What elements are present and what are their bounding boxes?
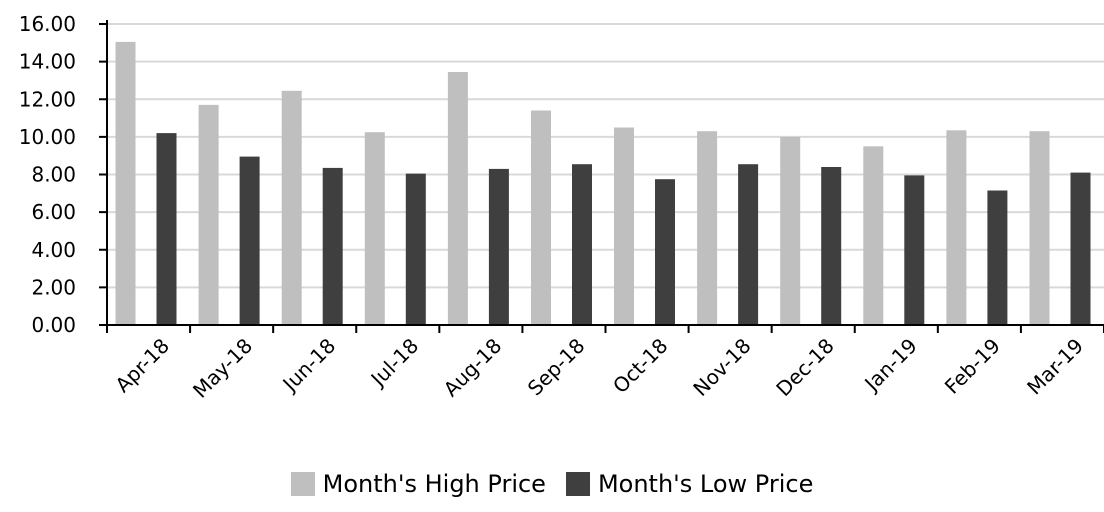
bar-low-price: [322, 167, 343, 325]
y-tick-label: 16.00: [19, 12, 76, 36]
x-tick-label: Aug-18: [439, 334, 507, 402]
y-tick-label: 2.00: [31, 275, 76, 299]
bar-high-price: [281, 90, 302, 325]
bar-low-price: [904, 175, 925, 325]
x-tick-label: Nov-18: [688, 334, 755, 401]
x-tick-label: Jan-19: [859, 334, 922, 397]
x-tick-label: Jun-18: [277, 334, 341, 398]
legend-item-low: Month's Low Price: [565, 470, 814, 498]
bar-high-price: [364, 132, 385, 325]
legend-item-high: Month's High Price: [290, 470, 546, 498]
bar-high-price: [946, 130, 967, 325]
bars: [115, 41, 1091, 326]
y-tick-labels: 0.00 2.00 4.00 6.00 8.00 10.00 12.00 14.00 16.00: [19, 12, 76, 337]
legend: Month's High Price Month's Low Price: [0, 470, 1104, 498]
bar-low-price: [405, 173, 426, 325]
legend-swatch-high: [290, 472, 315, 496]
y-tick-label: 14.00: [19, 50, 76, 74]
legend-label-high: Month's High Price: [322, 470, 546, 498]
x-tick-label: May-18: [188, 334, 257, 403]
y-tick-label: 6.00: [31, 200, 76, 224]
bar-low-price: [488, 168, 509, 325]
x-tick-label: Apr-18: [110, 334, 174, 398]
bar-low-price: [1070, 172, 1091, 325]
bar-high-price: [1029, 131, 1050, 325]
bar-low-price: [738, 164, 759, 325]
bar-low-price: [821, 167, 842, 325]
bar-high-price: [198, 104, 219, 326]
y-tick-label: 0.00: [31, 313, 76, 337]
x-tick-label: Feb-19: [940, 334, 1005, 399]
y-tick-label: 10.00: [19, 125, 76, 149]
bar-high-price: [531, 110, 551, 325]
bar-low-price: [572, 164, 592, 325]
bar-high-price: [863, 146, 884, 325]
axes: [106, 20, 1104, 333]
bar-low-price: [239, 156, 260, 325]
x-tick-label: Oct-18: [608, 334, 673, 399]
bar-high-price: [447, 72, 468, 325]
bar-high-price: [614, 127, 634, 325]
legend-label-low: Month's Low Price: [597, 470, 814, 498]
gridlines: [99, 23, 1104, 326]
y-tick-label: 12.00: [19, 87, 76, 111]
y-tick-label: 8.00: [31, 163, 76, 187]
bar-high-price: [697, 131, 718, 325]
bar-low-price: [987, 190, 1008, 325]
x-tick-label: Mar-19: [1022, 334, 1088, 400]
x-tick-labels: Apr-18 May-18 Jun-18 Jul-18 Aug-18 Sep-18 Oct-…: [110, 334, 1088, 403]
bar-high-price: [115, 41, 136, 326]
x-tick-label: Sep-18: [523, 334, 590, 401]
bar-chart: 0.00 2.00 4.00 6.00 8.00 10.00 12.00 14.00 16.00…: [19, 12, 1104, 403]
bar-low-price: [655, 179, 675, 325]
y-tick-label: 4.00: [31, 238, 76, 262]
legend-swatch-low: [565, 472, 590, 496]
x-tick-label: Jul-18: [365, 334, 424, 393]
x-tick-label: Dec-18: [771, 334, 838, 401]
bar-low-price: [156, 133, 177, 325]
bar-high-price: [780, 136, 801, 325]
